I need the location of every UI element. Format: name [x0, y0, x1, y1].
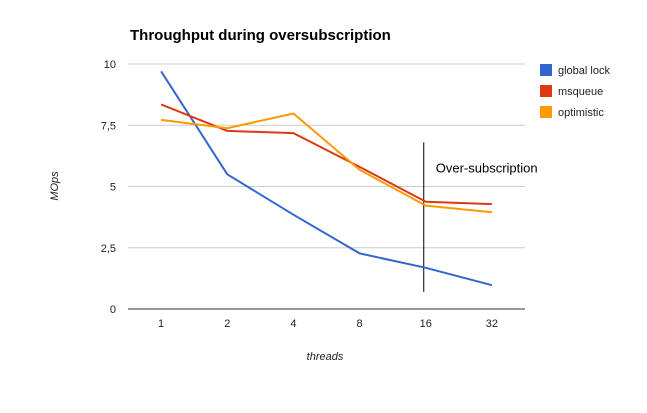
series-line-msqueue: [160, 103, 492, 206]
x-tick-label: 16: [420, 318, 432, 330]
legend-label: optimistic: [558, 107, 604, 119]
x-tick-label: 32: [486, 318, 498, 330]
y-tick-label: 2,5: [101, 243, 116, 255]
y-axis-ticks: 0 2,5 5 7,5 10: [101, 59, 116, 316]
x-axis-label: threads: [307, 351, 344, 363]
chart-title: Throughput during oversubscription: [130, 27, 391, 44]
x-tick-label: 4: [290, 318, 296, 330]
x-tick-label: 2: [224, 318, 230, 330]
y-tick-label: 7,5: [101, 120, 116, 132]
legend-swatch: [540, 64, 552, 76]
y-tick-label: 0: [110, 304, 116, 316]
legend-label: msqueue: [558, 86, 603, 98]
x-tick-label: 8: [357, 318, 363, 330]
x-tick-label: 1: [158, 318, 164, 330]
annotations: Over-subscription: [423, 142, 538, 292]
gridlines: [128, 63, 525, 249]
x-axis-ticks: 1 2 4 8 16 32: [158, 318, 498, 330]
series-line-global-lock: [160, 70, 493, 287]
legend: global lock msqueue optimistic: [540, 64, 610, 119]
legend-swatch: [540, 85, 552, 97]
legend-label: global lock: [558, 65, 610, 77]
legend-swatch: [540, 106, 552, 118]
annotation-label: Over-subscription: [436, 160, 538, 175]
series-lines: [160, 70, 493, 287]
y-tick-label: 5: [110, 182, 116, 194]
y-axis-label: MOps: [49, 171, 61, 201]
series-line-optimistic: [160, 112, 492, 214]
y-tick-label: 10: [104, 59, 116, 71]
